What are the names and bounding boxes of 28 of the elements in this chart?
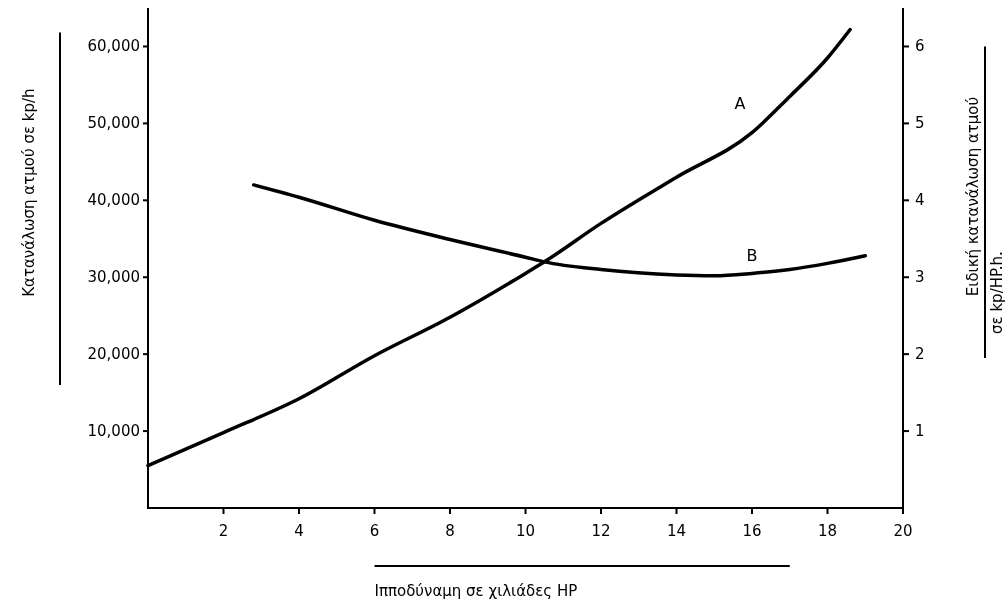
x-tick-label: 14 xyxy=(666,522,687,540)
y-tick-label: 10,000 xyxy=(87,422,140,441)
series-label: B xyxy=(746,246,758,266)
y2-tick-label: 3 xyxy=(915,268,925,287)
x-tick-label: 4 xyxy=(294,522,304,540)
y2-tick-label: 5 xyxy=(915,114,925,133)
x-tick-label: 16 xyxy=(742,522,762,540)
y-tick-label: 20,000 xyxy=(87,345,140,364)
text: Ειδική κατανάλωση ατμού xyxy=(964,96,982,297)
x-tick-label: 2 xyxy=(218,522,229,540)
x-tick-label: 12 xyxy=(591,522,611,540)
text: σε kp/HP.h. xyxy=(988,251,1006,334)
x-tick-label: 18 xyxy=(817,522,838,540)
y2-tick-label: 1 xyxy=(915,422,925,441)
y-axis-title: Κατανάλωση ατμού σε kp/h xyxy=(20,88,38,297)
x-tick-label: 20 xyxy=(893,522,913,540)
y-tick-label: 40,000 xyxy=(87,191,140,210)
y2-tick-label: 6 xyxy=(915,37,925,56)
y-tick-label: 50,000 xyxy=(87,114,140,133)
y-tick-label: 30,000 xyxy=(87,268,140,287)
x-tick-label: 6 xyxy=(369,522,380,540)
y-tick-label: 60,000 xyxy=(87,37,140,56)
y2-tick-label: 2 xyxy=(915,345,925,364)
x-tick-label: 8 xyxy=(445,522,455,540)
x-axis-title: Ιπποδύναμη σε χιλιάδες HP xyxy=(374,582,578,600)
x-tick-label: 10 xyxy=(515,522,536,540)
y2-tick-label: 4 xyxy=(915,191,925,210)
series-label: A xyxy=(734,93,746,113)
